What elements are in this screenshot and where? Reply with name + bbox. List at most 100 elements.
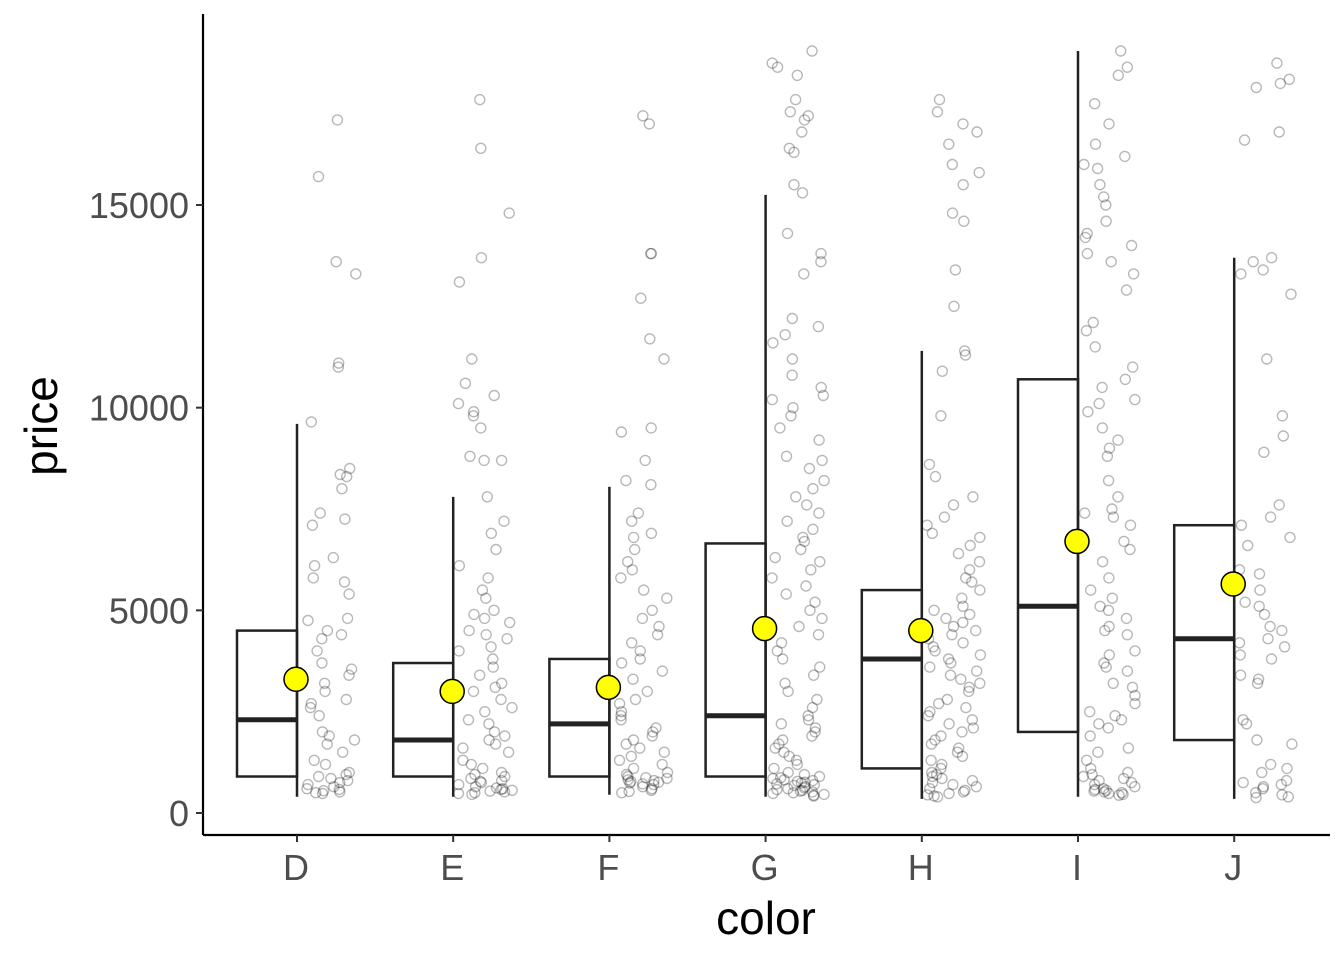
jitter-point: [625, 750, 637, 762]
jitter-point: [338, 576, 351, 588]
jitter-point: [1285, 288, 1297, 300]
jitter-point: [497, 783, 509, 795]
jitter-point: [779, 329, 791, 341]
jitter-point: [795, 543, 807, 556]
jitter-point: [791, 775, 804, 788]
jitter-point: [475, 142, 487, 155]
jitter-point: [312, 170, 325, 183]
jitter-point: [323, 730, 335, 742]
jitter-point: [1283, 73, 1296, 86]
jitter-point: [1087, 316, 1099, 329]
jitter-point: [1096, 381, 1108, 394]
jitter-point: [622, 556, 634, 568]
jitter-point: [775, 772, 787, 784]
jitter-point: [342, 774, 354, 787]
jitter-point: [620, 738, 632, 750]
jitter-point: [781, 515, 793, 527]
jitter-point: [815, 381, 827, 394]
jitter-point: [331, 114, 344, 126]
jitter-point: [800, 580, 812, 592]
jitter-point: [1109, 710, 1121, 722]
jitter-point: [620, 474, 632, 487]
jitter-point: [779, 677, 791, 689]
jitter-point: [955, 673, 967, 685]
jitter-point: [1120, 284, 1133, 296]
jitter-point: [796, 187, 809, 199]
jitter-point: [1112, 69, 1125, 82]
jitter-point: [348, 734, 361, 746]
jitter-point: [1112, 491, 1124, 503]
jitter-point: [796, 126, 808, 138]
jitter-point: [1129, 781, 1141, 793]
jitter-point: [790, 754, 803, 766]
jitter-point: [925, 738, 938, 750]
jitter-point: [1102, 722, 1115, 734]
jitter-point: [475, 422, 487, 434]
jitter-point: [504, 616, 516, 629]
jitter-point: [807, 774, 819, 787]
jitter-point: [1094, 600, 1106, 612]
jitter-point: [316, 787, 329, 800]
jitter-point: [804, 604, 816, 616]
jitter-point: [933, 93, 946, 106]
jitter-point: [498, 786, 511, 798]
jitter-point: [798, 268, 810, 280]
jitter-point: [1125, 776, 1138, 789]
jitter-point: [480, 629, 492, 641]
box-rect: [860, 588, 924, 770]
jitter-point: [803, 462, 816, 475]
jitter-point: [1253, 568, 1266, 580]
jitter-point: [316, 633, 328, 645]
jitter-point: [629, 693, 642, 706]
jitter-point: [344, 462, 356, 475]
jitter-point: [637, 781, 649, 793]
jitter-point: [813, 770, 826, 783]
jitter-point: [924, 706, 936, 718]
jitter-point: [1241, 539, 1254, 552]
jitter-point: [1084, 584, 1097, 596]
jitter-point: [1264, 620, 1276, 633]
jitter-point: [974, 677, 986, 689]
jitter-point: [1262, 633, 1274, 645]
jitter-point: [643, 118, 655, 130]
jitter-point: [928, 604, 940, 616]
jitter-point: [1084, 730, 1096, 742]
jitter-point: [1091, 162, 1104, 175]
jitter-point: [501, 633, 513, 645]
jitter-point: [615, 706, 628, 718]
jitter-point: [485, 527, 497, 539]
jitter-point: [971, 665, 983, 677]
jitter-point: [466, 353, 478, 365]
jitter-point: [929, 470, 942, 483]
jitter-point: [1273, 126, 1285, 138]
jitter-point: [963, 564, 976, 576]
jitter-point: [928, 790, 940, 802]
jitter-point: [1117, 788, 1129, 801]
jitter-point: [783, 750, 795, 762]
mean-marker: [439, 678, 465, 705]
jitter-point: [1086, 768, 1098, 781]
jitter-point: [798, 535, 811, 548]
jitter-point: [321, 624, 334, 637]
jitter-point: [334, 776, 346, 789]
jitter-point: [479, 706, 491, 718]
jitter-point: [469, 787, 481, 799]
jitter-point: [480, 592, 492, 604]
jitter-point: [314, 507, 326, 519]
jitter-point: [1088, 97, 1101, 110]
jitter-point: [970, 624, 982, 637]
jitter-point: [487, 661, 499, 673]
jitter-point: [615, 714, 627, 726]
jitter-point: [936, 365, 948, 377]
jitter-point: [506, 784, 518, 796]
jitter-point: [1247, 256, 1259, 268]
jitter-point: [780, 588, 792, 600]
jitter-point: [325, 772, 337, 785]
jitter-point: [947, 620, 960, 633]
jitter-point: [484, 785, 496, 797]
jitter-point: [333, 357, 345, 369]
jitter-point: [783, 142, 795, 155]
jitter-point: [1102, 787, 1115, 800]
jitter-point: [1235, 519, 1248, 531]
jitter-point: [767, 772, 779, 785]
